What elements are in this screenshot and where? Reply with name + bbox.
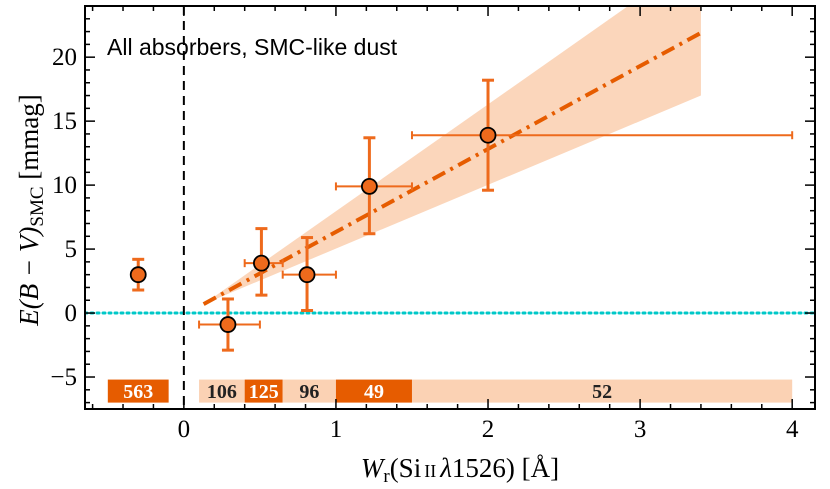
data-point [298, 266, 316, 284]
y-label-units: [mmag] [14, 94, 44, 186]
bin-box [199, 379, 245, 403]
axes-frame [84, 5, 816, 410]
bin-count-label: 106 [207, 381, 237, 403]
bin-box [107, 379, 169, 403]
labels: All absorbers, SMC-like dust Wr(Si II λ152… [14, 34, 559, 487]
y-tick-label: 10 [52, 172, 77, 199]
x-label-main: W [361, 453, 386, 483]
y-tick-label: 0 [65, 300, 78, 327]
fit-confidence-band [203, 6, 701, 305]
x-label-lambda: λ [439, 453, 452, 483]
bin-count-label: 96 [299, 381, 319, 403]
x-tick-label: 1 [330, 416, 343, 443]
x-tick-label: 0 [178, 416, 191, 443]
y-label-main: E(B − V) [14, 227, 44, 327]
data-point [360, 177, 378, 195]
bin-count-label: 52 [592, 381, 612, 403]
y-tick-label: −5 [50, 364, 77, 391]
x-axis-label: Wr(Si II λ1526) [Å] [361, 453, 559, 487]
chart-title: All absorbers, SMC-like dust [107, 34, 398, 60]
data-point [253, 254, 270, 272]
x-tick-label: 2 [482, 416, 495, 443]
bin-box [282, 379, 336, 403]
y-label-sub: SMC [27, 186, 48, 226]
data-point [219, 316, 237, 333]
data-group: 563 106 125 96 49 52 [85, 6, 815, 409]
y-tick-label: 20 [52, 44, 77, 71]
x-label-wave: 1526) [Å] [452, 453, 559, 483]
bin-box [335, 379, 412, 403]
y-tick-label: 15 [52, 108, 77, 135]
bin-count-label: 125 [249, 381, 279, 403]
x-label-sub: r [383, 466, 390, 487]
x-label-open: (Si [390, 453, 422, 483]
x-label-ion: II [424, 461, 436, 481]
bin-count-label: 563 [123, 381, 153, 403]
axes: 0 1 2 3 4 −5 0 5 10 15 20 [50, 5, 816, 443]
plot-area: 563 106 125 96 49 52 [85, 6, 815, 409]
bin-count-label: 49 [364, 381, 384, 403]
y-tick-label: 5 [65, 236, 78, 263]
y-axis-label: E(B − V)SMC [mmag] [14, 94, 48, 327]
bin-box [244, 379, 283, 403]
data-point [479, 126, 497, 144]
x-tick-label: 4 [786, 416, 799, 443]
data-point [129, 266, 147, 284]
x-tick-label: 3 [634, 416, 647, 443]
bin-box [411, 379, 793, 403]
fit-line [202, 31, 702, 306]
